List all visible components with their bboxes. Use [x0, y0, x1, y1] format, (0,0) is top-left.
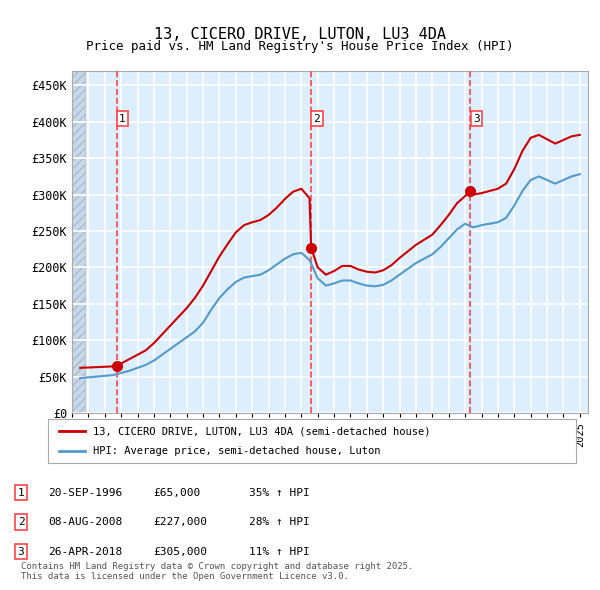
Text: 11% ↑ HPI: 11% ↑ HPI — [249, 547, 310, 556]
Text: 3: 3 — [17, 547, 25, 556]
Text: Price paid vs. HM Land Registry's House Price Index (HPI): Price paid vs. HM Land Registry's House … — [86, 40, 514, 53]
Text: 08-AUG-2008: 08-AUG-2008 — [48, 517, 122, 527]
Text: 13, CICERO DRIVE, LUTON, LU3 4DA: 13, CICERO DRIVE, LUTON, LU3 4DA — [154, 27, 446, 41]
Text: 20-SEP-1996: 20-SEP-1996 — [48, 488, 122, 497]
Text: 2: 2 — [314, 114, 320, 124]
Text: 1: 1 — [119, 114, 126, 124]
Text: 35% ↑ HPI: 35% ↑ HPI — [249, 488, 310, 497]
Text: £227,000: £227,000 — [153, 517, 207, 527]
Text: HPI: Average price, semi-detached house, Luton: HPI: Average price, semi-detached house,… — [93, 446, 380, 455]
Text: Contains HM Land Registry data © Crown copyright and database right 2025.
This d: Contains HM Land Registry data © Crown c… — [21, 562, 413, 581]
Text: £65,000: £65,000 — [153, 488, 200, 497]
Text: 1: 1 — [17, 488, 25, 497]
Text: 2: 2 — [17, 517, 25, 527]
Text: 26-APR-2018: 26-APR-2018 — [48, 547, 122, 556]
Text: 28% ↑ HPI: 28% ↑ HPI — [249, 517, 310, 527]
Text: 13, CICERO DRIVE, LUTON, LU3 4DA (semi-detached house): 13, CICERO DRIVE, LUTON, LU3 4DA (semi-d… — [93, 427, 430, 436]
Text: £305,000: £305,000 — [153, 547, 207, 556]
Text: 3: 3 — [473, 114, 479, 124]
Bar — [72, 71, 85, 413]
